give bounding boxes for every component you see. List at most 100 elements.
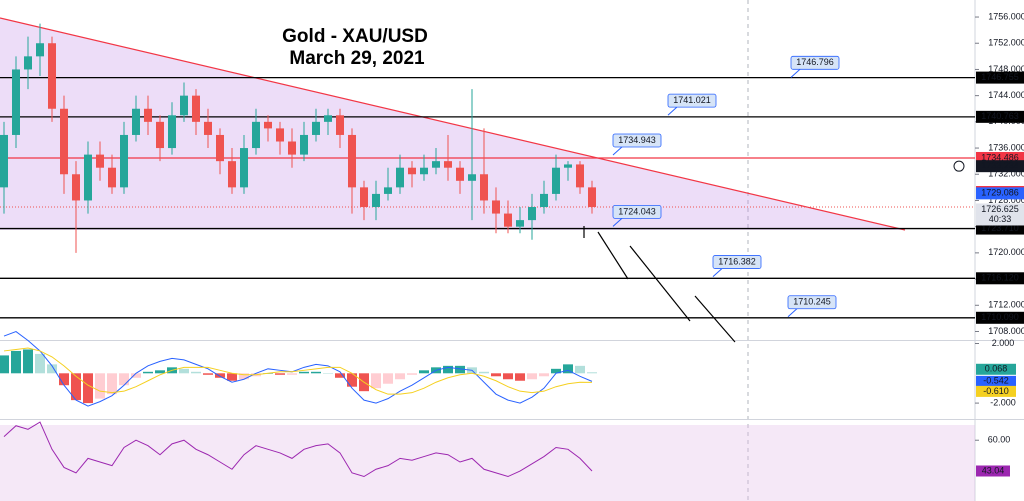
- callout-pointer: [612, 145, 624, 156]
- candle-body: [564, 164, 572, 168]
- macd-histogram-bar: [347, 373, 357, 387]
- callout-pointer: [612, 217, 624, 227]
- candle-body: [204, 121, 212, 135]
- macd-histogram-bar: [383, 373, 393, 384]
- rsi-tick-label: 60.00: [988, 435, 1011, 445]
- candle-body: [156, 121, 164, 149]
- y-tick-label: 1708.000: [988, 326, 1024, 336]
- candle-body: [144, 108, 152, 122]
- level-label: 1723.710: [981, 223, 1019, 233]
- y-tick-label: 1748.000: [988, 64, 1024, 74]
- candle-body: [492, 200, 500, 214]
- macd-histogram-bar: [155, 370, 165, 374]
- y-tick-label: 1756.000: [988, 11, 1024, 21]
- macd-histogram-bar: [131, 373, 141, 378]
- macd-histogram-bar: [275, 373, 285, 375]
- macd-label-box: [976, 363, 1016, 375]
- callout-label: 1716.382: [718, 256, 756, 266]
- arrow-line: [694, 295, 736, 343]
- macd-histogram-bar: [191, 371, 201, 374]
- candle-body: [348, 134, 356, 188]
- price-label: 1729.086: [981, 188, 1019, 198]
- candle-body: [576, 164, 584, 188]
- level-label-box: [976, 222, 1024, 235]
- candle-body: [312, 121, 320, 135]
- triangle-line: [0, 17, 906, 231]
- macd-label-box: [976, 375, 1016, 387]
- arrow-line: [629, 245, 691, 322]
- level-label-box: [976, 311, 1024, 324]
- candle-body: [528, 207, 536, 221]
- candle-body: [240, 148, 248, 188]
- rsi-label: 43.04: [982, 465, 1005, 475]
- macd-histogram-bar: [119, 373, 129, 386]
- macd-histogram-bar: [239, 373, 249, 380]
- callout-box: [787, 295, 837, 310]
- level-label: 1734.486: [981, 152, 1019, 162]
- candle-body: [384, 187, 392, 194]
- level-label-box: [976, 272, 1024, 285]
- macd-label: -0.542: [983, 376, 1009, 386]
- macd-histogram-bar: [335, 373, 345, 378]
- macd-histogram-bar: [419, 370, 429, 374]
- callout-label: 1741.021: [673, 95, 711, 105]
- y-tick-label: 1744.000: [988, 90, 1024, 100]
- macd-histogram-bar: [443, 365, 453, 374]
- macd-histogram-bar: [35, 353, 45, 374]
- macd-histogram-bar: [515, 373, 525, 381]
- candle-body: [432, 161, 440, 168]
- macd-line: [3, 331, 593, 407]
- level-label: 1740.763: [981, 111, 1019, 121]
- macd-histogram-bar: [0, 355, 9, 374]
- candle-body: [408, 167, 416, 175]
- level-label: 1710.090: [981, 312, 1019, 322]
- countdown: 40:33: [989, 214, 1012, 224]
- callout-box: [712, 255, 762, 269]
- y-tick-label: 1712.000: [988, 300, 1024, 310]
- macd-histogram-bar: [371, 373, 381, 389]
- arrow-line: [597, 231, 629, 280]
- add-alert-icon: [953, 160, 965, 172]
- price-label: 1733.234: [981, 161, 1019, 171]
- macd-histogram-bar: [527, 373, 537, 380]
- candle-body: [360, 187, 368, 208]
- macd-histogram-bar: [587, 372, 597, 374]
- callout-pointer: [790, 67, 802, 78]
- y-tick-label: 1736.000: [988, 142, 1024, 152]
- candle-body: [84, 154, 92, 201]
- macd-histogram-bar: [11, 350, 21, 374]
- price-label-box: [976, 160, 1024, 173]
- candle-body: [276, 128, 284, 142]
- macd-tick-label: 2.000: [992, 338, 1015, 348]
- macd-histogram-bar: [551, 368, 561, 374]
- callout-box: [612, 204, 662, 219]
- callout-label: 1746.796: [796, 57, 834, 67]
- candle-body: [252, 121, 260, 149]
- candle-body: [120, 134, 128, 188]
- candle-body: [60, 108, 68, 175]
- callout-label: 1724.043: [618, 206, 656, 216]
- macd-histogram-bar: [203, 373, 213, 375]
- callout-pointer: [712, 267, 724, 277]
- macd-histogram-bar: [227, 373, 237, 381]
- candle-body: [228, 161, 236, 188]
- callout-label: 1734.943: [618, 135, 656, 145]
- macd-histogram-bar: [455, 365, 465, 374]
- candle-body: [96, 154, 104, 168]
- candle-body: [24, 56, 32, 70]
- candle-body: [12, 69, 20, 135]
- callout-pointer: [667, 105, 679, 116]
- candle-body: [132, 108, 140, 135]
- macd-histogram-bar: [479, 371, 489, 374]
- candle-body: [420, 167, 428, 175]
- candle-body: [456, 167, 464, 181]
- chart-title: Gold - XAU/USD: [282, 26, 428, 47]
- candle-body: [216, 134, 224, 162]
- macd-histogram-bar: [491, 373, 501, 377]
- candle-body: [36, 43, 44, 57]
- candle-body: [336, 115, 344, 135]
- candle-body: [396, 167, 404, 188]
- candle-body: [264, 121, 272, 129]
- y-tick-label: 1728.000: [988, 195, 1024, 205]
